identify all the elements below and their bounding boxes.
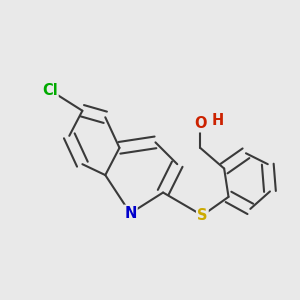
Text: O: O [194, 116, 206, 131]
Text: Cl: Cl [42, 82, 58, 98]
Text: N: N [124, 206, 136, 221]
Text: S: S [197, 208, 208, 223]
Text: H: H [212, 113, 224, 128]
